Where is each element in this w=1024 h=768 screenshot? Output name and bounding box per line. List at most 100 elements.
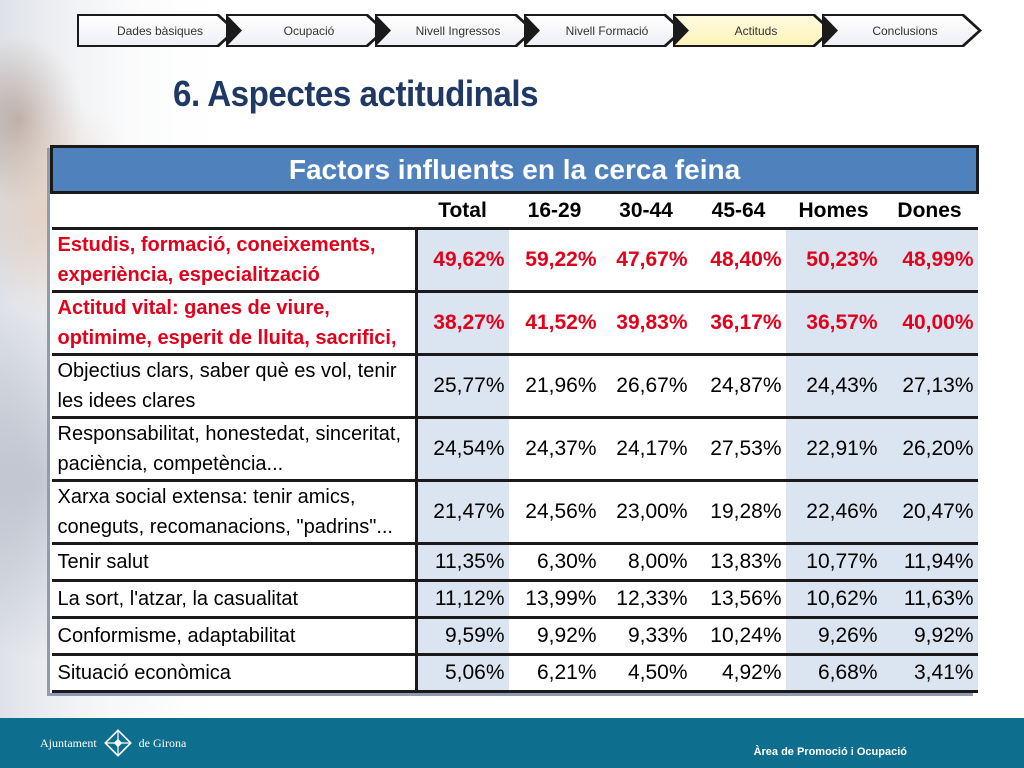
column-header: Homes [785,192,882,230]
factor-line: Responsabilitat, honestedat, sinceritat, [57,423,402,445]
value-cell: 9,33% [600,617,692,656]
factor-line: Situació econòmica [57,662,231,684]
value-cell: 10,24% [691,617,786,656]
table-row: Objectius clars, saber què es vol, tenir… [51,354,978,419]
value-cell: 6,68% [785,654,882,693]
factor-cell: Estudis, formació, coneixements, experièn… [51,228,417,293]
factor-line: Estudis, formació, coneixements, [57,234,376,256]
value-cell: 41,52% [508,291,601,356]
value-cell: 4,92% [691,654,786,693]
factor-cell: Responsabilitat, honestedat, sinceritat,… [51,417,417,482]
factor-line: experiència, especialització [57,264,320,286]
value-cell: 9,92% [881,617,978,656]
value-cell: 24,43% [785,354,882,419]
step-dades-basiques[interactable]: Dades bàsiques [77,14,237,47]
factor-cell: Objectius clars, saber què es vol, tenir… [51,354,417,419]
value-cell: 13,83% [691,543,786,582]
ajuntament-logo: Ajuntament de Girona [40,726,186,760]
value-cell: 49,62% [415,228,509,293]
value-cell: 40,00% [881,291,978,356]
factor-line: Conformisme, adaptabilitat [57,625,296,647]
value-cell: 13,56% [691,580,786,619]
value-cell: 21,47% [415,480,509,545]
value-cell: 59,22% [508,228,601,293]
value-cell: 5,06% [415,654,509,693]
value-cell: 22,46% [785,480,882,545]
step-nivell-formacio[interactable]: Nivell Formació [524,14,684,47]
table-title-row: Factors influents en la cerca feina [49,145,980,194]
value-cell: 24,87% [691,354,786,419]
column-header: 45-64 [691,192,786,230]
girona-shield-icon [103,728,133,758]
value-cell: 10,77% [785,543,882,582]
value-cell: 47,67% [600,228,692,293]
value-cell: 9,26% [785,617,882,656]
column-header: 16-29 [508,192,601,230]
factor-cell: La sort, l'atzar, la casualitat [51,580,417,619]
factor-line: coneguts, recomanacions, "padrins"... [57,516,394,538]
value-cell: 24,37% [508,417,601,482]
factor-line: Actitud vital: ganes de viure, [57,297,330,319]
value-cell: 6,30% [508,543,601,582]
value-cell: 36,57% [785,291,882,356]
factor-line: Objectius clars, saber què es vol, tenir [57,360,397,382]
step-conclusions[interactable]: Conclusions [822,14,982,47]
factors-table: Factors influents en la cerca feina Tota… [49,145,980,693]
table-title: Factors influents en la cerca feina [49,145,980,194]
step-actituds[interactable]: Actituds [673,14,833,47]
value-cell: 27,13% [881,354,978,419]
table-row: Actitud vital: ganes de viure, optimime, … [51,291,978,356]
value-cell: 9,92% [508,617,601,656]
progress-steps: Dades bàsiques Ocupació Nivell Ingressos… [77,14,982,47]
value-cell: 10,62% [785,580,882,619]
factor-line: La sort, l'atzar, la casualitat [57,588,299,610]
value-cell: 19,28% [691,480,786,545]
value-cell: 11,94% [881,543,978,582]
column-header: Total [416,192,509,230]
value-cell: 22,91% [785,417,882,482]
value-cell: 48,40% [691,228,786,293]
value-cell: 9,59% [415,617,509,656]
value-cell: 23,00% [600,480,692,545]
value-cell: 3,41% [881,654,978,693]
factor-line: paciència, competència... [57,453,284,475]
factor-line: Tenir salut [57,551,149,573]
logo-text-left: Ajuntament [40,735,97,750]
value-cell: 8,00% [600,543,692,582]
value-cell: 36,17% [691,291,786,356]
column-header: 30-44 [600,192,692,230]
factor-line: optimime, esperit de lluita, sacrifici, [57,327,397,349]
step-label: Nivell Formació [565,23,649,38]
value-cell: 26,67% [600,354,692,419]
table-row: Responsabilitat, honestedat, sinceritat,… [51,417,978,482]
factor-line: les idees clares [57,390,196,412]
table-row: Xarxa social extensa: tenir amics, conegu… [51,480,978,545]
step-ocupacio[interactable]: Ocupació [226,14,386,47]
value-cell: 11,63% [881,580,978,619]
factor-cell: Actitud vital: ganes de viure, optimime, … [51,291,417,356]
factor-cell: Tenir salut [51,543,417,582]
value-cell: 12,33% [600,580,692,619]
value-cell: 20,47% [881,480,978,545]
value-cell: 13,99% [508,580,601,619]
value-cell: 21,96% [508,354,601,419]
factor-cell: Xarxa social extensa: tenir amics, conegu… [51,480,417,545]
value-cell: 6,21% [508,654,601,693]
factor-cell: Conformisme, adaptabilitat [51,617,417,656]
step-label: Ocupació [283,23,335,38]
table-row: Situació econòmica 5,06% 6,21% 4,50% 4,92% 6,… [51,654,978,693]
area-label: Àrea de Promoció i Ocupació [753,746,907,758]
step-nivell-ingressos[interactable]: Nivell Ingressos [375,14,535,47]
step-label: Actituds [734,23,778,38]
factor-cell: Situació econòmica [51,654,417,693]
step-label: Conclusions [872,23,938,38]
value-cell: 39,83% [600,291,692,356]
value-cell: 27,53% [691,417,786,482]
table-header-row: Total 16-29 30-44 45-64 Homes Dones [51,192,978,230]
value-cell: 38,27% [415,291,509,356]
page-title: 6. Aspectes actitudinals [173,73,539,114]
table-row: La sort, l'atzar, la casualitat 11,12% 13,… [51,580,978,619]
value-cell: 4,50% [600,654,692,693]
table-row: Tenir salut 11,35% 6,30% 8,00% 13,83% 10,77% 1… [51,543,978,582]
logo-text-right: de Girona [138,735,187,750]
